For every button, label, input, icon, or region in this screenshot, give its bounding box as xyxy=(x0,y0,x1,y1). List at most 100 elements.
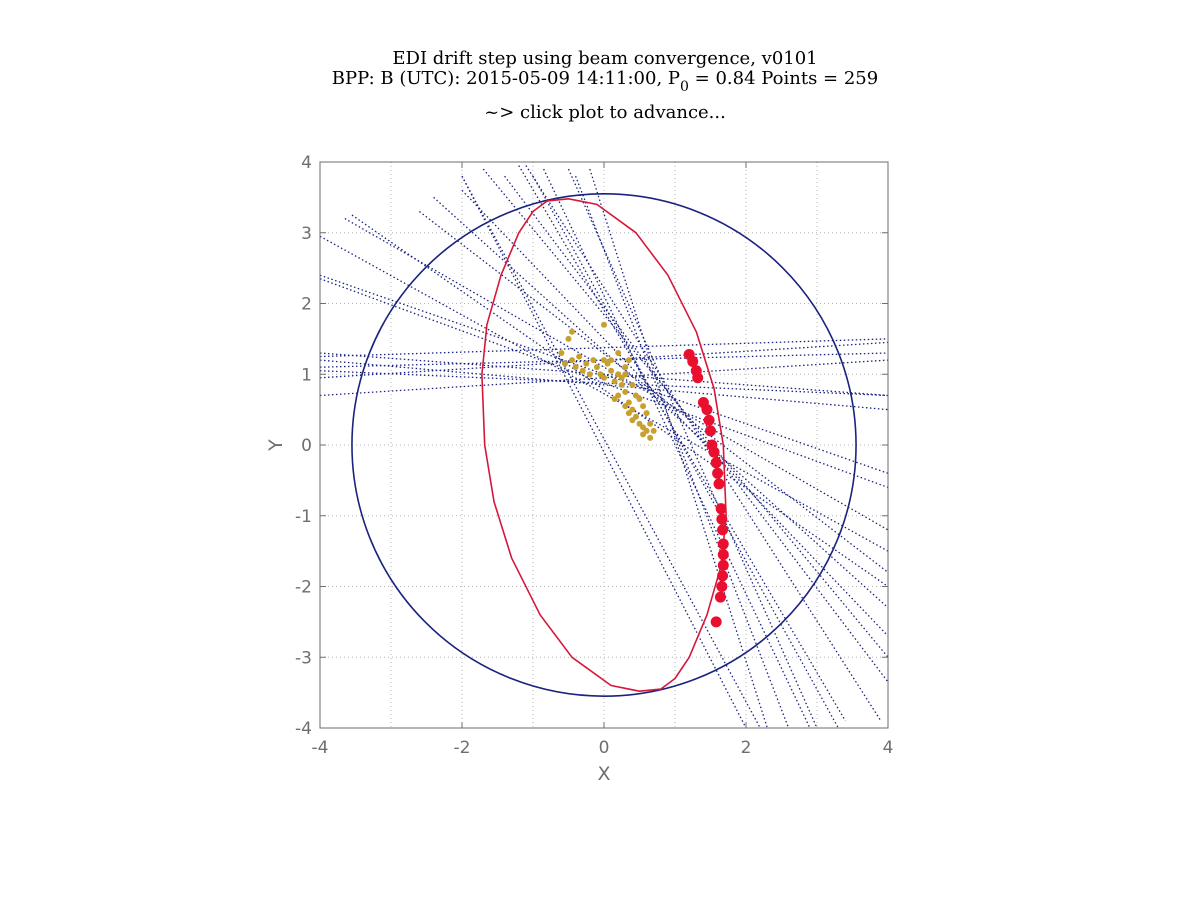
beam-line xyxy=(589,168,768,729)
drift-point xyxy=(640,431,647,438)
gun-point xyxy=(710,457,722,469)
subtitle-part-2: = 0.84 Points = 259 xyxy=(688,68,879,89)
drift-point xyxy=(601,357,607,364)
x-tick-label: 4 xyxy=(883,738,894,758)
subtitle-subscript: 0 xyxy=(680,79,689,95)
advance-hint: ~> click plot to advance... xyxy=(484,102,726,123)
subtitle-part-1: BPP: B (UTC): 2015-05-09 14:11:00, P xyxy=(331,68,681,89)
drift-point xyxy=(608,357,615,364)
x-axis-label: X xyxy=(597,763,610,785)
gun-point xyxy=(701,404,713,416)
drift-point xyxy=(622,403,629,410)
chart-title: EDI drift step using beam convergence, v… xyxy=(392,48,818,69)
gun-point xyxy=(708,446,720,458)
y-tick-label: 0 xyxy=(301,436,312,456)
beam-line xyxy=(319,278,889,489)
gun-point xyxy=(716,513,728,525)
beam-line xyxy=(319,338,889,358)
drift-point xyxy=(629,381,636,388)
beam-line xyxy=(518,165,846,722)
drift-point xyxy=(618,381,625,388)
gun-points xyxy=(683,348,729,628)
drift-point xyxy=(625,410,632,417)
drift-point xyxy=(601,321,607,328)
gun-point xyxy=(710,616,722,628)
drift-point xyxy=(640,403,647,410)
drift-point xyxy=(569,357,576,364)
gun-point xyxy=(716,581,728,592)
drift-point xyxy=(593,364,600,371)
drift-point xyxy=(608,367,615,374)
y-tick-label: 2 xyxy=(301,295,312,315)
drift-point xyxy=(569,328,576,335)
y-tick-label: 4 xyxy=(301,153,312,173)
drift-point xyxy=(615,350,622,357)
beam-line xyxy=(319,359,889,411)
drift-point xyxy=(622,364,629,371)
drift-point xyxy=(572,364,579,371)
instrument-circle xyxy=(351,193,857,697)
drift-point xyxy=(647,420,654,427)
beam-line xyxy=(532,175,839,729)
drift-point xyxy=(583,360,590,367)
gun-point xyxy=(687,356,699,368)
y-tick-label: -4 xyxy=(295,719,312,739)
gun-point xyxy=(717,524,729,536)
drift-point xyxy=(622,388,629,395)
beam-line xyxy=(319,274,889,474)
drift-point xyxy=(590,357,597,364)
gun-point xyxy=(714,591,726,603)
gun-ellipse xyxy=(481,198,727,693)
drift-point xyxy=(643,410,650,417)
chart-subtitle: BPP: B (UTC): 2015-05-09 14:11:00, P0 = … xyxy=(0,68,1200,95)
y-tick-label: -2 xyxy=(295,578,312,598)
y-tick-label: 3 xyxy=(301,224,312,244)
y-axis-label: Y xyxy=(265,439,287,452)
drift-point xyxy=(558,350,565,357)
drift-point xyxy=(601,374,607,381)
drift-point xyxy=(579,367,586,374)
y-tick-label: -1 xyxy=(295,507,312,527)
x-tick-label: 0 xyxy=(599,738,610,758)
drift-point xyxy=(611,396,618,403)
x-tick-label: -4 xyxy=(312,738,329,758)
beam-line xyxy=(419,211,889,573)
drift-points xyxy=(558,321,657,441)
drift-point xyxy=(611,378,618,385)
gun-point xyxy=(717,538,729,550)
gun-point xyxy=(717,570,729,582)
y-tick-labels: 4 3 2 1 0 -1 -2 -3 -4 xyxy=(295,153,888,739)
drift-point xyxy=(647,434,654,441)
drift-point xyxy=(636,396,643,403)
gun-point xyxy=(715,503,727,515)
y-tick-label: 1 xyxy=(301,365,312,385)
x-tick-labels: -4 -2 0 2 4 xyxy=(312,162,894,758)
x-tick-label: 2 xyxy=(741,738,752,758)
beam-line xyxy=(504,175,889,683)
beam-line xyxy=(525,165,882,722)
beam-line xyxy=(351,214,889,588)
drift-point xyxy=(625,357,632,364)
drift-point xyxy=(561,360,568,367)
gun-point xyxy=(717,549,729,561)
drift-point xyxy=(650,427,657,434)
beam-line xyxy=(482,168,889,658)
gun-point xyxy=(712,467,724,479)
gun-point xyxy=(703,414,715,426)
beam-line xyxy=(461,175,761,729)
gun-point xyxy=(713,478,725,490)
drift-point xyxy=(622,371,629,378)
y-tick-label: -3 xyxy=(295,648,312,668)
drift-point xyxy=(576,353,583,360)
x-tick-label: -2 xyxy=(454,738,471,758)
beam-line xyxy=(574,175,790,729)
beam-line xyxy=(319,370,889,397)
drift-point xyxy=(565,335,572,342)
gun-point xyxy=(717,559,729,571)
drift-point xyxy=(629,417,636,424)
beam-line xyxy=(461,189,889,637)
gun-point xyxy=(705,425,716,437)
beam-line xyxy=(319,235,889,552)
